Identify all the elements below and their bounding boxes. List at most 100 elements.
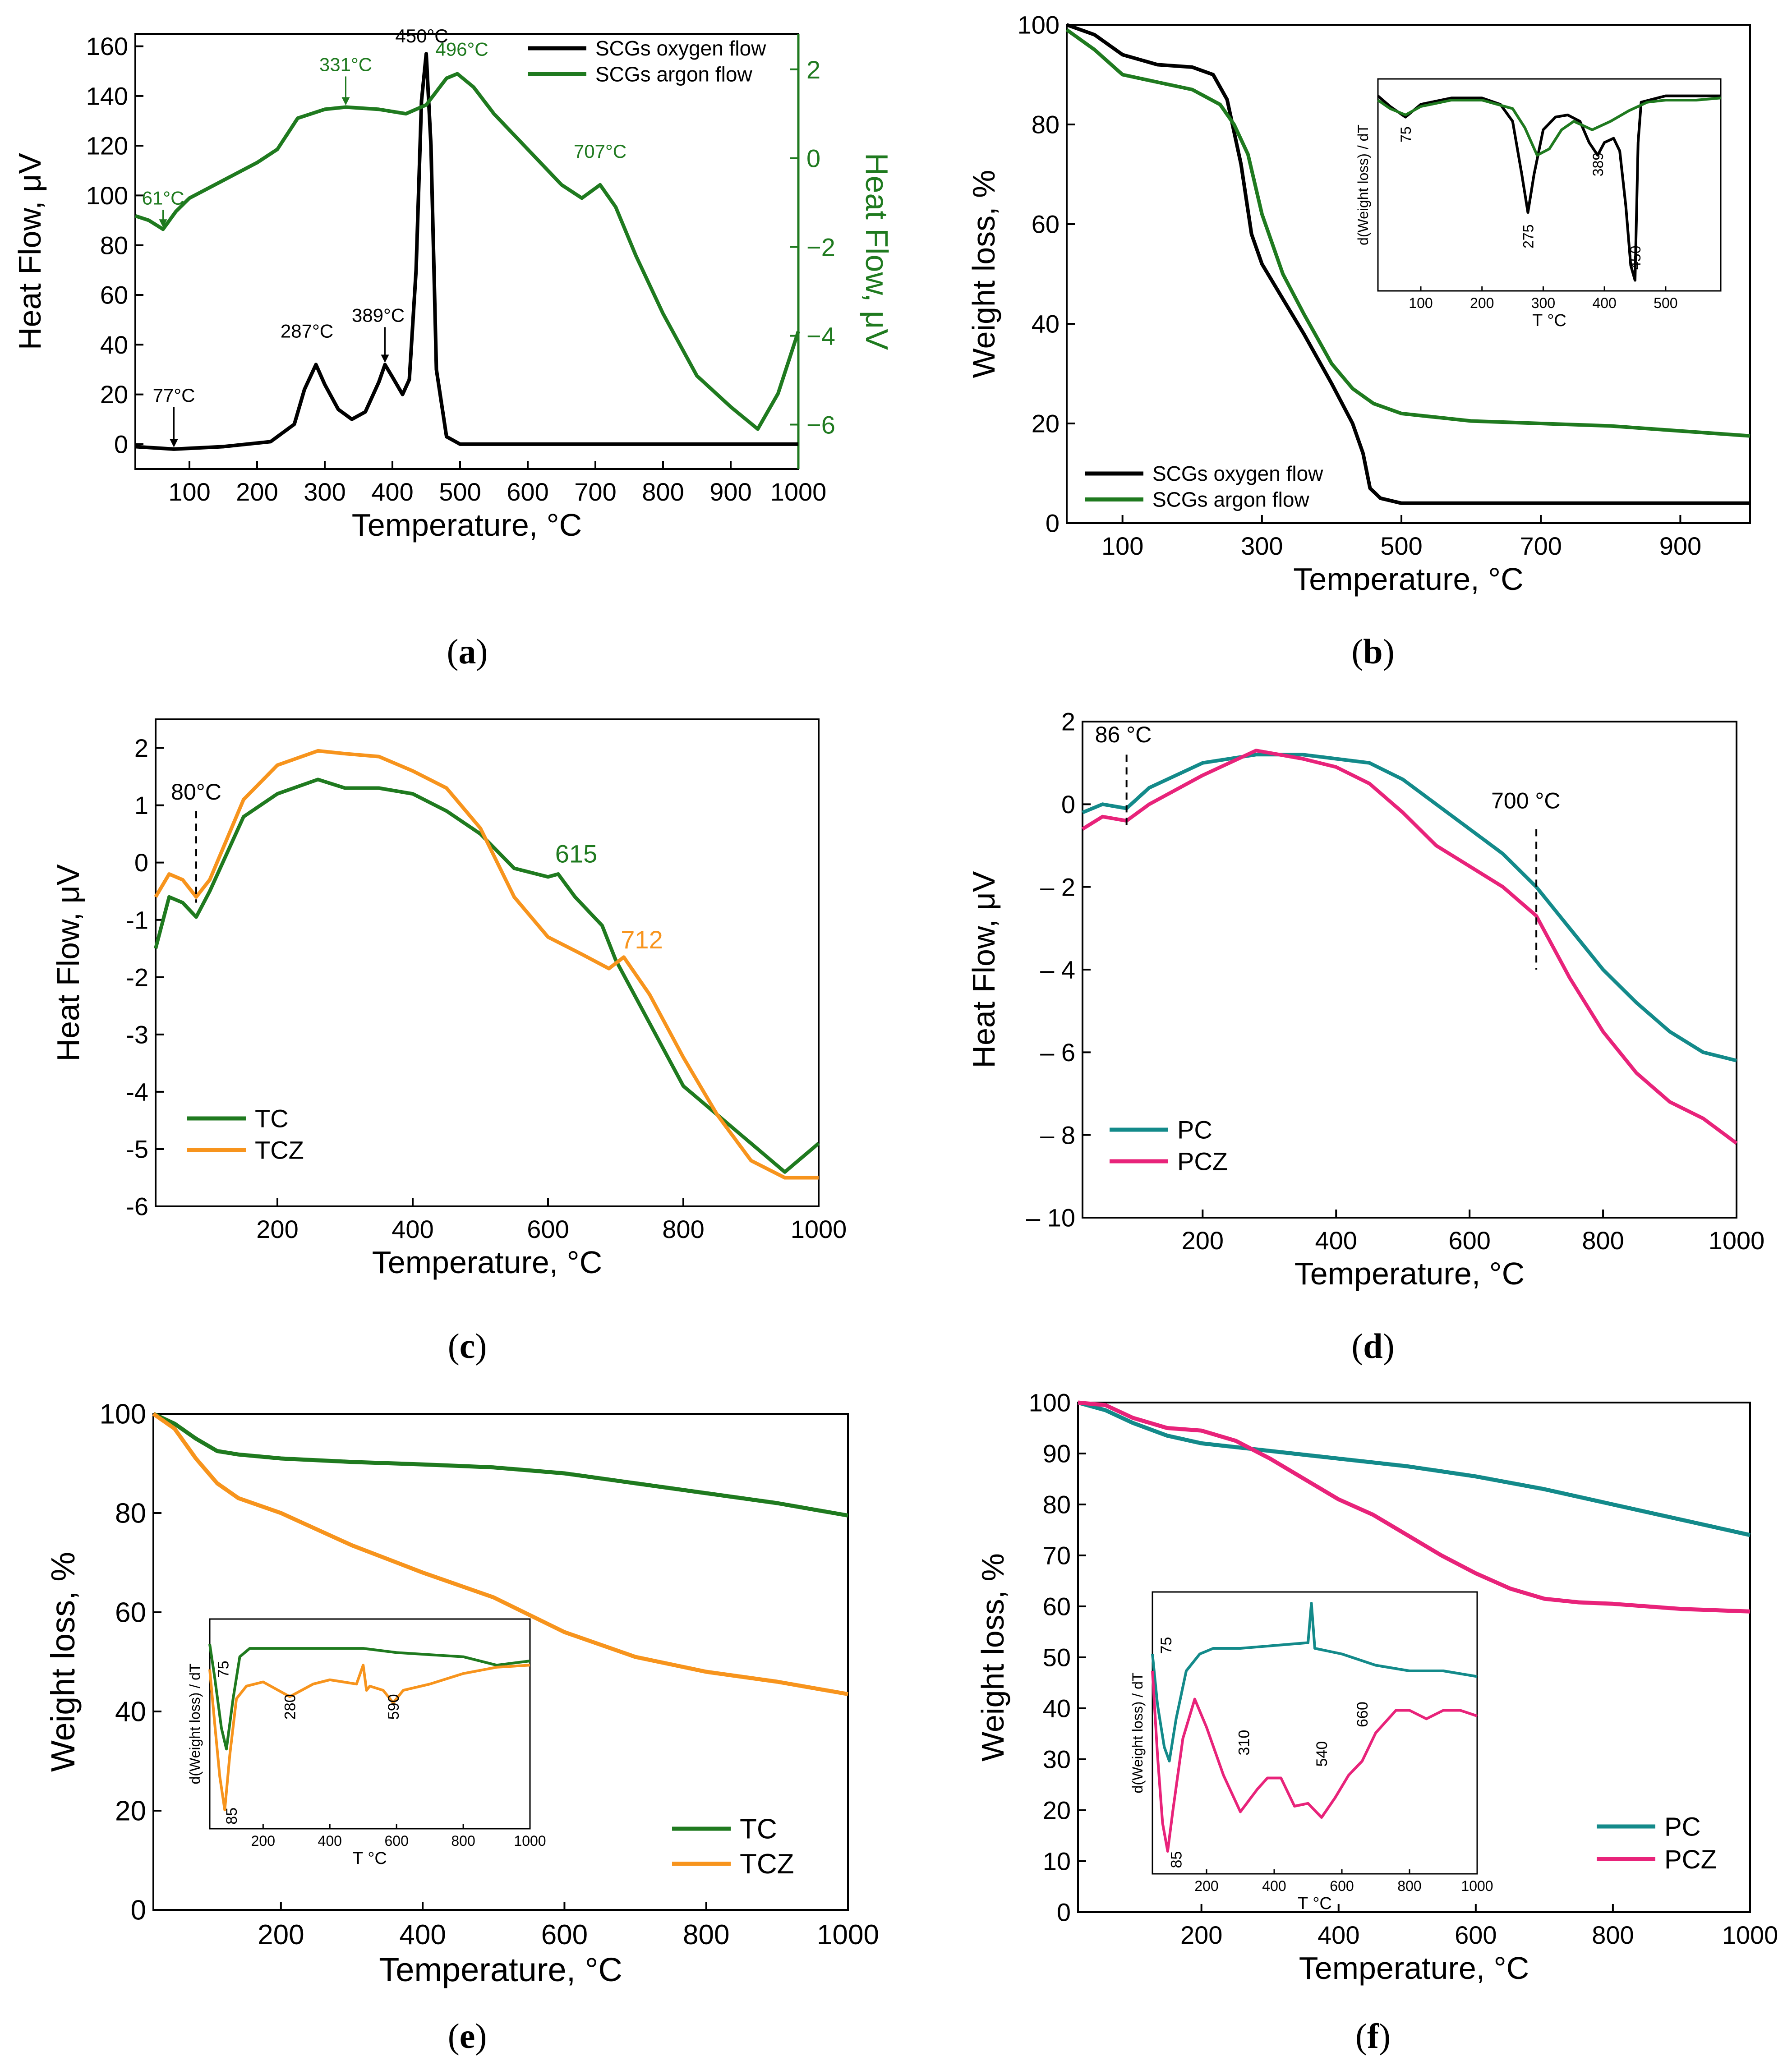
x-tick-label-a: 500: [439, 478, 481, 506]
y2-tick-label-a: 0: [806, 144, 820, 173]
x-tick-label-e: 600: [541, 1919, 588, 1950]
inset-x-tick-label-e: 400: [318, 1833, 342, 1849]
inset-x-tick-label-f: 200: [1194, 1878, 1218, 1894]
x-tick-label-a: 600: [507, 478, 548, 506]
y-tick-label-a: 120: [86, 132, 128, 160]
x-axis-label-e: Temperature, °C: [379, 1951, 622, 1988]
y-tick-label-a: 20: [100, 380, 128, 409]
annotation-arrowhead-a: [381, 354, 389, 363]
inset-annotation-f: 75: [1158, 1637, 1175, 1654]
legend-label-e: TCZ: [740, 1849, 794, 1880]
legend-label-b: SCGs argon flow: [1152, 488, 1309, 511]
x-axis-label-f: Temperature, °C: [1299, 1950, 1529, 1986]
y-tick-label-f: 90: [1043, 1440, 1071, 1468]
y-tick-label-e: 20: [115, 1796, 146, 1827]
x-tick-label-a: 100: [168, 478, 210, 506]
inset-frame-b: [1377, 78, 1722, 292]
y-tick-label-f: 80: [1043, 1490, 1071, 1519]
y-tick-label-c: -2: [126, 963, 148, 991]
y-axis-label-e: Weight loss, %: [44, 1552, 82, 1772]
inset-annotation-f: 660: [1354, 1702, 1371, 1727]
annotation-d: 700 °C: [1491, 788, 1560, 814]
series-line-f: [1077, 1400, 1751, 1537]
y-tick-label-b: 80: [1032, 110, 1060, 139]
x-tick-label-a: 300: [304, 478, 346, 506]
y-tick-label-a: 160: [86, 32, 128, 60]
annotation-a: 331°C: [319, 54, 372, 75]
inset-x-tick-label-e: 800: [451, 1833, 475, 1849]
y-tick-label-c: 0: [134, 848, 148, 877]
x-tick-label-e: 800: [683, 1919, 729, 1950]
inset-series-line-f: [1151, 1602, 1478, 1762]
inset-series-line-e: [208, 1644, 530, 1751]
y-tick-label-a: 80: [100, 231, 128, 259]
inset-annotation-f: 85: [1168, 1851, 1185, 1868]
y-tick-label-c: 2: [134, 734, 148, 762]
series-line-b: [1066, 23, 1750, 505]
y-tick-label-c: 1: [134, 791, 148, 819]
series-line-a: [135, 52, 798, 451]
inset-annotation-e: 85: [223, 1808, 240, 1825]
panel-label-b: (b): [1351, 632, 1395, 671]
inset-x-tick-label-f: 800: [1397, 1878, 1421, 1894]
legend-label-a: SCGs argon flow: [595, 63, 752, 86]
y-tick-label-a: 100: [86, 181, 128, 210]
chart-a: 100 200 300 400 500 600 700 800 900 1000020406080…: [12, 25, 894, 543]
series-line-c: [154, 777, 820, 1174]
x-tick-label-e: 1000: [817, 1919, 879, 1950]
y-tick-label-a: 60: [100, 281, 128, 309]
series-line-c: [154, 749, 819, 1180]
inset-x-tick-label-f: 600: [1330, 1878, 1354, 1894]
y-tick-label-f: 60: [1043, 1592, 1071, 1621]
chart-d: 200 400 600 800 1000 – 10 – 8 – 6 – 4 – 2 0 2 Temper…: [966, 708, 1764, 1291]
annotation-a: 61°C: [142, 187, 184, 208]
x-tick-label-f: 1000: [1722, 1921, 1778, 1949]
plot-frame-c: [155, 718, 820, 1207]
plot-frame-b: [1066, 24, 1751, 524]
inset-x-tick-label-b: 200: [1470, 295, 1494, 311]
inset-x-tick-label-b: 500: [1654, 295, 1677, 311]
x-tick-label-a: 800: [642, 478, 684, 506]
legend-label-d: PC: [1177, 1116, 1212, 1144]
y-tick-label-b: 100: [1018, 11, 1060, 39]
annotation-a: 707°C: [574, 141, 627, 162]
x-tick-label-b: 100: [1101, 532, 1143, 560]
inset-e: 200 400 600 800 1000 T °C d(Weight loss) / dT 7…: [187, 1618, 546, 1868]
x-tick-label-f: 800: [1592, 1921, 1634, 1949]
y-axis-label-d: Heat Flow, μV: [966, 871, 1001, 1068]
annotation-c: 712: [621, 925, 663, 954]
inset-series-line-b: [1377, 94, 1721, 282]
y-tick-label-d: 0: [1061, 790, 1075, 819]
y-tick-label-e: 100: [100, 1399, 146, 1430]
inset-frame-e: [209, 1618, 531, 1830]
y2-tick-label-a: −4: [806, 322, 835, 350]
inset-x-tick-label-f: 400: [1262, 1878, 1286, 1894]
y-tick-label-f: 0: [1057, 1898, 1071, 1927]
annotation-d: 86 °C: [1095, 722, 1152, 747]
inset-x-tick-label-f: 1000: [1461, 1878, 1493, 1894]
series-line-d: [1081, 749, 1738, 1145]
x-tick-label-b: 700: [1520, 532, 1562, 560]
y-axis-label-f: Weight loss, %: [975, 1553, 1010, 1762]
x-tick-label-e: 400: [399, 1919, 446, 1950]
y-tick-label-e: 60: [115, 1597, 146, 1628]
y2-tick-label-a: −6: [806, 411, 835, 439]
x-tick-label-d: 1000: [1709, 1226, 1765, 1255]
inset-y-label-f: d(Weight loss) / dT: [1129, 1673, 1146, 1794]
y-tick-label-a: 40: [100, 331, 128, 359]
y2-axis-label-a: Heat Flow, μV: [859, 153, 894, 350]
annotation-a: 450°C: [395, 25, 448, 46]
y2-tick-label-a: 2: [806, 55, 820, 84]
x-tick-label-a: 700: [574, 478, 616, 506]
inset-b: 100 200 300 400 500 T °C d(Weight loss) / dT 75…: [1355, 78, 1722, 330]
inset-x-tick-label-b: 300: [1531, 295, 1555, 311]
y-tick-label-e: 80: [115, 1498, 146, 1529]
inset-series-line-b: [1377, 97, 1721, 157]
y-tick-label-d: – 10: [1026, 1204, 1075, 1232]
inset-annotation-e: 590: [385, 1694, 402, 1720]
y-tick-label-f: 40: [1043, 1694, 1071, 1723]
inset-x-tick-label-b: 100: [1409, 295, 1433, 311]
y-tick-label-b: 60: [1032, 210, 1060, 239]
annotation-a: 287°C: [281, 320, 333, 341]
y-tick-label-c: -5: [126, 1135, 148, 1164]
